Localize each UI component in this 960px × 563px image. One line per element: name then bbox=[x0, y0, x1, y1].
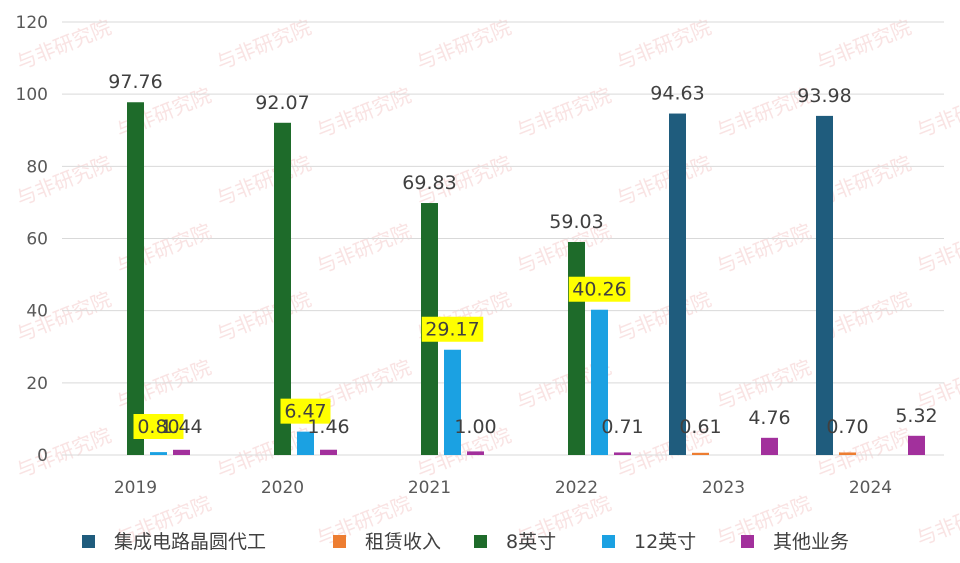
y-tick-label: 80 bbox=[26, 157, 48, 177]
watermark-text: 与非研究院 bbox=[213, 287, 315, 347]
legend-label: 其他业务 bbox=[773, 531, 849, 553]
data-labels: 97.76 0.801.44 92.07 6.471.46 69.83 29.17 1.00… bbox=[108, 71, 938, 439]
data-label: 0.80 bbox=[137, 416, 179, 438]
legend-label: 8英寸 bbox=[506, 531, 556, 553]
data-label: 29.17 bbox=[425, 319, 479, 341]
watermark-text: 与非研究院 bbox=[713, 219, 815, 279]
watermark-text: 与非研究院 bbox=[313, 83, 415, 143]
watermark-text: 与非研究院 bbox=[413, 15, 515, 75]
gridlines bbox=[62, 21, 944, 456]
data-label: 6.47 bbox=[284, 401, 326, 423]
watermark-text: 与非研究院 bbox=[313, 219, 415, 279]
data-label: 40.26 bbox=[572, 279, 626, 301]
y-tick-label: 100 bbox=[16, 85, 48, 105]
watermark-text: 与非研究院 bbox=[213, 151, 315, 211]
x-tick-label: 2020 bbox=[261, 478, 304, 498]
bar-2022-8英寸 bbox=[568, 242, 585, 455]
watermark-text: 与非研究院 bbox=[913, 491, 960, 551]
label-highlight bbox=[280, 398, 331, 424]
data-label: 94.63 bbox=[650, 83, 704, 105]
data-label: 1.46 bbox=[307, 416, 349, 438]
bar-2020-8英寸 bbox=[274, 122, 291, 455]
watermark-text: 与非研究院 bbox=[13, 423, 115, 483]
bar-2022-12英寸 bbox=[591, 309, 608, 455]
y-axis: 0 20 40 60 80 100 120 bbox=[16, 13, 48, 466]
label-highlight bbox=[133, 414, 184, 439]
data-label: 59.03 bbox=[549, 211, 603, 233]
y-tick-label: 40 bbox=[26, 302, 48, 322]
bar-2024-其他业务 bbox=[908, 435, 925, 455]
watermark-text: 与非研究院 bbox=[913, 83, 960, 143]
data-label: 1.44 bbox=[160, 416, 202, 438]
data-label: 1.00 bbox=[454, 416, 496, 438]
bar-2023-集成电路晶圆代工 bbox=[669, 113, 686, 455]
y-tick-label: 60 bbox=[26, 230, 48, 250]
data-label: 5.32 bbox=[895, 405, 937, 427]
y-tick-label: 120 bbox=[16, 13, 48, 33]
y-tick-label: 20 bbox=[26, 374, 48, 394]
legend-label: 租赁收入 bbox=[365, 531, 441, 553]
bar-2022-其他业务 bbox=[614, 452, 631, 455]
x-tick-label: 2024 bbox=[849, 478, 892, 498]
data-label: 0.70 bbox=[826, 416, 868, 438]
bar-2024-租赁收入 bbox=[839, 452, 856, 455]
data-label: 92.07 bbox=[255, 92, 309, 114]
x-tick-label: 2022 bbox=[555, 478, 598, 498]
legend-swatch bbox=[474, 535, 487, 548]
bar-2023-租赁收入 bbox=[692, 452, 709, 455]
bar-2019-其他业务 bbox=[173, 449, 190, 455]
watermark-text: 与非研究院 bbox=[913, 219, 960, 279]
legend-swatch bbox=[333, 535, 346, 548]
data-label: 97.76 bbox=[108, 71, 162, 93]
legend-swatch bbox=[741, 535, 754, 548]
watermark-text: 与非研究院 bbox=[213, 15, 315, 75]
watermark-text: 与非研究院 bbox=[713, 355, 815, 415]
label-highlight bbox=[568, 276, 631, 302]
bar-2021-12英寸 bbox=[444, 349, 461, 455]
watermark-text: 与非研究院 bbox=[513, 83, 615, 143]
x-tick-label: 2023 bbox=[702, 478, 745, 498]
watermark-text: 与非研究院 bbox=[813, 15, 915, 75]
legend-label: 集成电路晶圆代工 bbox=[114, 531, 266, 553]
bar-2020-其他业务 bbox=[320, 449, 337, 455]
legend-label: 12英寸 bbox=[634, 531, 696, 553]
data-label: 0.71 bbox=[601, 416, 643, 438]
bar-2019-12英寸 bbox=[150, 452, 167, 455]
data-label: 69.83 bbox=[402, 172, 456, 194]
data-label: 4.76 bbox=[748, 407, 790, 429]
legend: 集成电路晶圆代工 租赁收入 8英寸 12英寸 其他业务 bbox=[82, 531, 849, 553]
x-axis: 2019 2020 2021 2022 2023 2024 bbox=[114, 478, 892, 498]
legend-swatch bbox=[82, 535, 95, 548]
data-label: 0.61 bbox=[679, 416, 721, 438]
bar-2021-其他业务 bbox=[467, 451, 484, 455]
watermark-text: 与非研究院 bbox=[613, 15, 715, 75]
x-tick-label: 2021 bbox=[408, 478, 451, 498]
bar-2020-12英寸 bbox=[297, 431, 314, 455]
legend-swatch bbox=[602, 535, 615, 548]
bar-2019-8英寸 bbox=[127, 102, 144, 456]
x-tick-label: 2019 bbox=[114, 478, 157, 498]
watermark-text: 与非研究院 bbox=[613, 151, 715, 211]
y-tick-label: 0 bbox=[37, 446, 48, 466]
data-label: 93.98 bbox=[797, 85, 851, 107]
label-highlight bbox=[421, 316, 484, 342]
bars bbox=[127, 102, 925, 456]
bar-2023-其他业务 bbox=[761, 437, 778, 455]
bar-2024-集成电路晶圆代工 bbox=[816, 115, 833, 456]
